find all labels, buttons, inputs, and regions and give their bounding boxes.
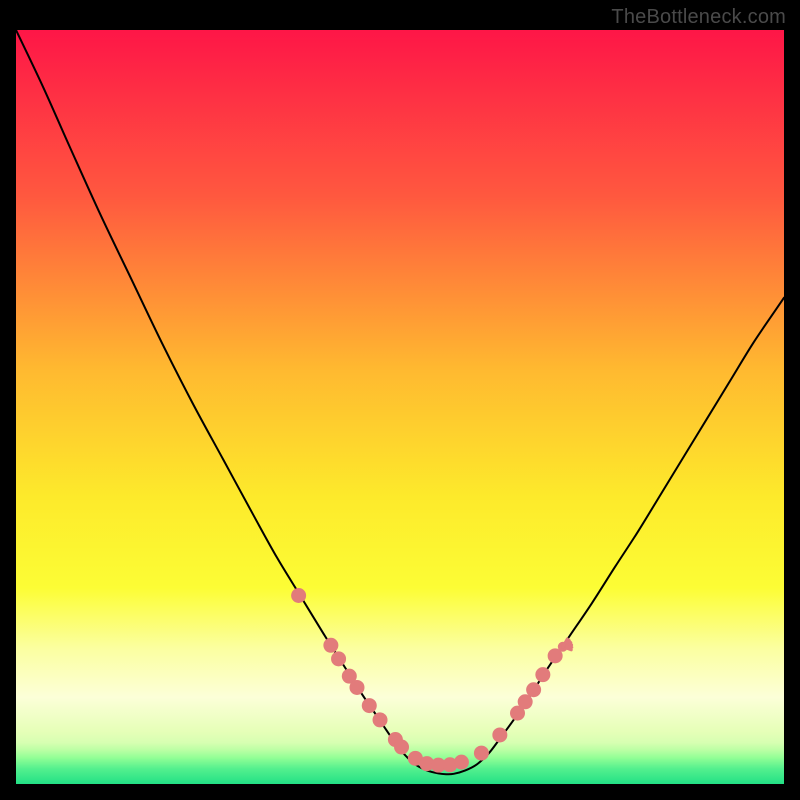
data-marker	[291, 588, 306, 603]
chart-frame: TheBottleneck.com	[0, 0, 800, 800]
data-marker	[535, 667, 550, 682]
data-marker	[492, 727, 507, 742]
data-marker	[323, 638, 338, 653]
data-marker	[474, 746, 489, 761]
data-marker	[526, 682, 541, 697]
data-marker	[331, 651, 346, 666]
data-marker	[349, 680, 364, 695]
data-marker	[394, 740, 409, 755]
watermark-text: TheBottleneck.com	[611, 6, 786, 29]
bottleneck-chart	[16, 30, 784, 784]
plot-area	[16, 30, 784, 784]
data-marker	[373, 712, 388, 727]
data-marker	[362, 698, 377, 713]
chart-background	[16, 30, 784, 784]
data-marker	[518, 694, 533, 709]
data-marker	[454, 755, 469, 770]
